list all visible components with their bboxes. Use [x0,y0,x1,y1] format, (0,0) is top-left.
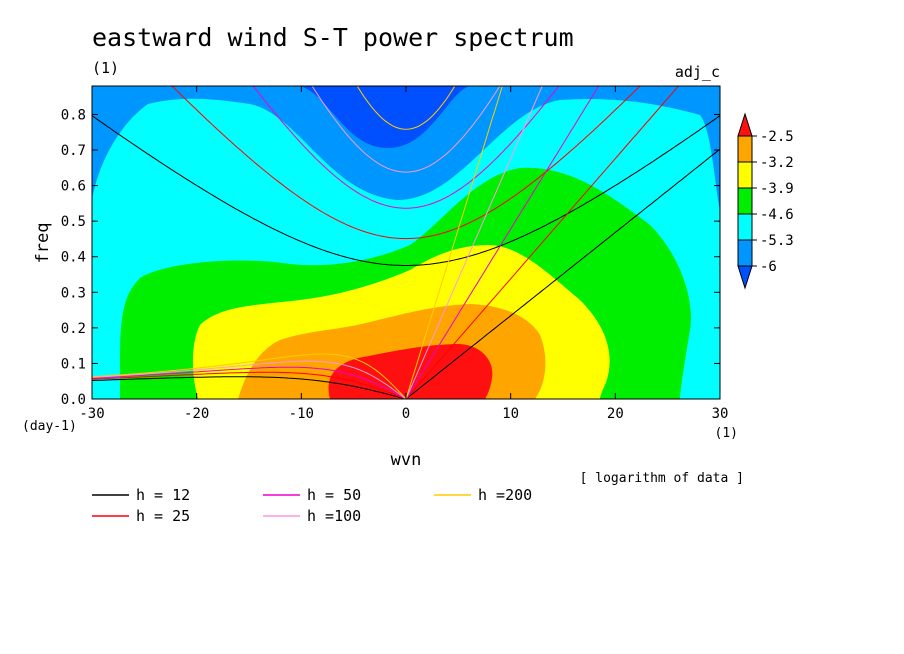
colorbar-label: -2.5 [760,129,794,145]
y-tick-label: 0.2 [61,321,86,337]
colorbar-swatch [737,213,753,241]
rossby-curve [92,371,407,399]
colorbar-swatch [737,161,753,189]
chart-title: eastward wind S-T power spectrum [92,23,574,52]
kelvin-curve [405,86,680,399]
chart-subtitle-right: adj_c [675,63,720,81]
x-tick-label: -20 [184,406,209,422]
x-tick-label: 20 [607,406,624,422]
gravity-wave-curve [356,86,456,130]
axes: -30 -20 -10 0 10 20 30 0.0 0.1 0.2 0.3 0.4 0.5 0.6 0.7… [61,86,729,422]
legend-label: h =200 [478,486,532,504]
gravity-wave-curve [92,115,720,266]
gravity-wave-curve [171,86,641,240]
curve-legend: h = 12 h = 25 h = 50 h =100 h =200 [92,486,532,525]
x-unit-label: (1) [715,426,738,441]
y-tick-label: 0.8 [61,107,86,123]
kelvin-curve [405,148,720,399]
level-band-2.5 [328,343,493,399]
y-tick-label: 0.5 [61,214,86,230]
spectrum-field [92,86,720,399]
legend-label: h =100 [307,507,361,525]
colorbar-label: -3.2 [760,155,794,171]
legend-label: h = 12 [136,486,190,504]
dispersion-curves [92,86,720,399]
rossby-curve [92,353,407,399]
colorbar: -2.5 -3.2 -3.9 -4.6 -5.3 -6 [737,112,794,290]
x-tick-label: 10 [502,406,519,422]
kelvin-curve [405,86,600,399]
kelvin-curve [405,86,543,399]
colorbar-label: -5.3 [760,233,794,249]
x-tick-label: -10 [289,406,314,422]
colorbar-swatch [737,135,753,163]
gravity-wave-curve [252,86,560,209]
gravity-wave-curve [311,86,501,173]
y-tick-label: 0.0 [61,392,86,408]
legend-label: h = 25 [136,507,190,525]
x-tick-label: -30 [79,406,104,422]
rossby-curve [92,376,407,399]
x-axis-label: wvn [391,450,422,470]
y-tick-label: 0.7 [61,143,86,159]
y-tick-label: 0.4 [61,250,86,266]
y-tick-label: 0.1 [61,356,86,372]
colorbar-swatch [737,239,753,267]
legend-label: h = 50 [307,486,361,504]
colorbar-label: -6 [760,259,777,275]
colorbar-label: -3.9 [760,181,794,197]
x-tick-label: 0 [402,406,410,422]
rossby-curve [92,366,407,399]
kelvin-curve [405,86,503,399]
colorbar-label: -4.6 [760,207,794,223]
y-axis-label: freq [33,223,53,264]
x-tick-label: 30 [712,406,729,422]
colorbar-top-arrow [737,112,753,137]
rossby-curve [92,360,407,399]
data-note: [ logarithm of data ] [580,471,744,486]
colorbar-bottom-arrow [737,265,753,290]
colorbar-swatch [737,187,753,215]
chart-subtitle-left: (1) [92,59,119,77]
y-unit-label: (day-1) [22,419,77,434]
y-tick-label: 0.3 [61,285,86,301]
y-tick-label: 0.6 [61,179,86,195]
